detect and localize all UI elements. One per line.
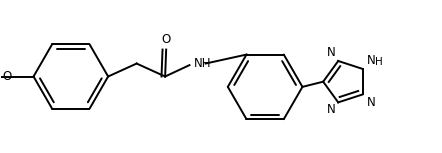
- Text: N: N: [327, 103, 335, 116]
- Text: N: N: [367, 95, 375, 108]
- Text: O: O: [2, 70, 11, 83]
- Text: H: H: [375, 57, 383, 67]
- Text: N: N: [327, 46, 335, 59]
- Text: O: O: [161, 33, 171, 46]
- Text: NH: NH: [194, 57, 211, 70]
- Text: N: N: [367, 54, 375, 67]
